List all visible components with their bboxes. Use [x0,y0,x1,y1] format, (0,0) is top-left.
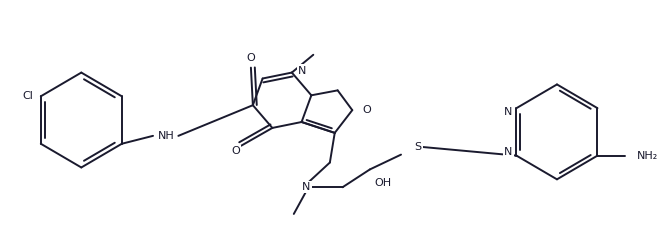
Text: NH₂: NH₂ [637,151,658,161]
Text: N: N [504,147,512,157]
Text: O: O [362,105,371,115]
Text: N: N [297,66,306,76]
Text: O: O [247,53,255,63]
Text: OH: OH [375,178,392,188]
Text: O: O [231,146,240,156]
Text: S: S [414,142,422,152]
Text: NH: NH [158,131,175,141]
Text: N: N [302,182,311,192]
Text: Cl: Cl [22,91,33,101]
Text: N: N [504,107,512,117]
